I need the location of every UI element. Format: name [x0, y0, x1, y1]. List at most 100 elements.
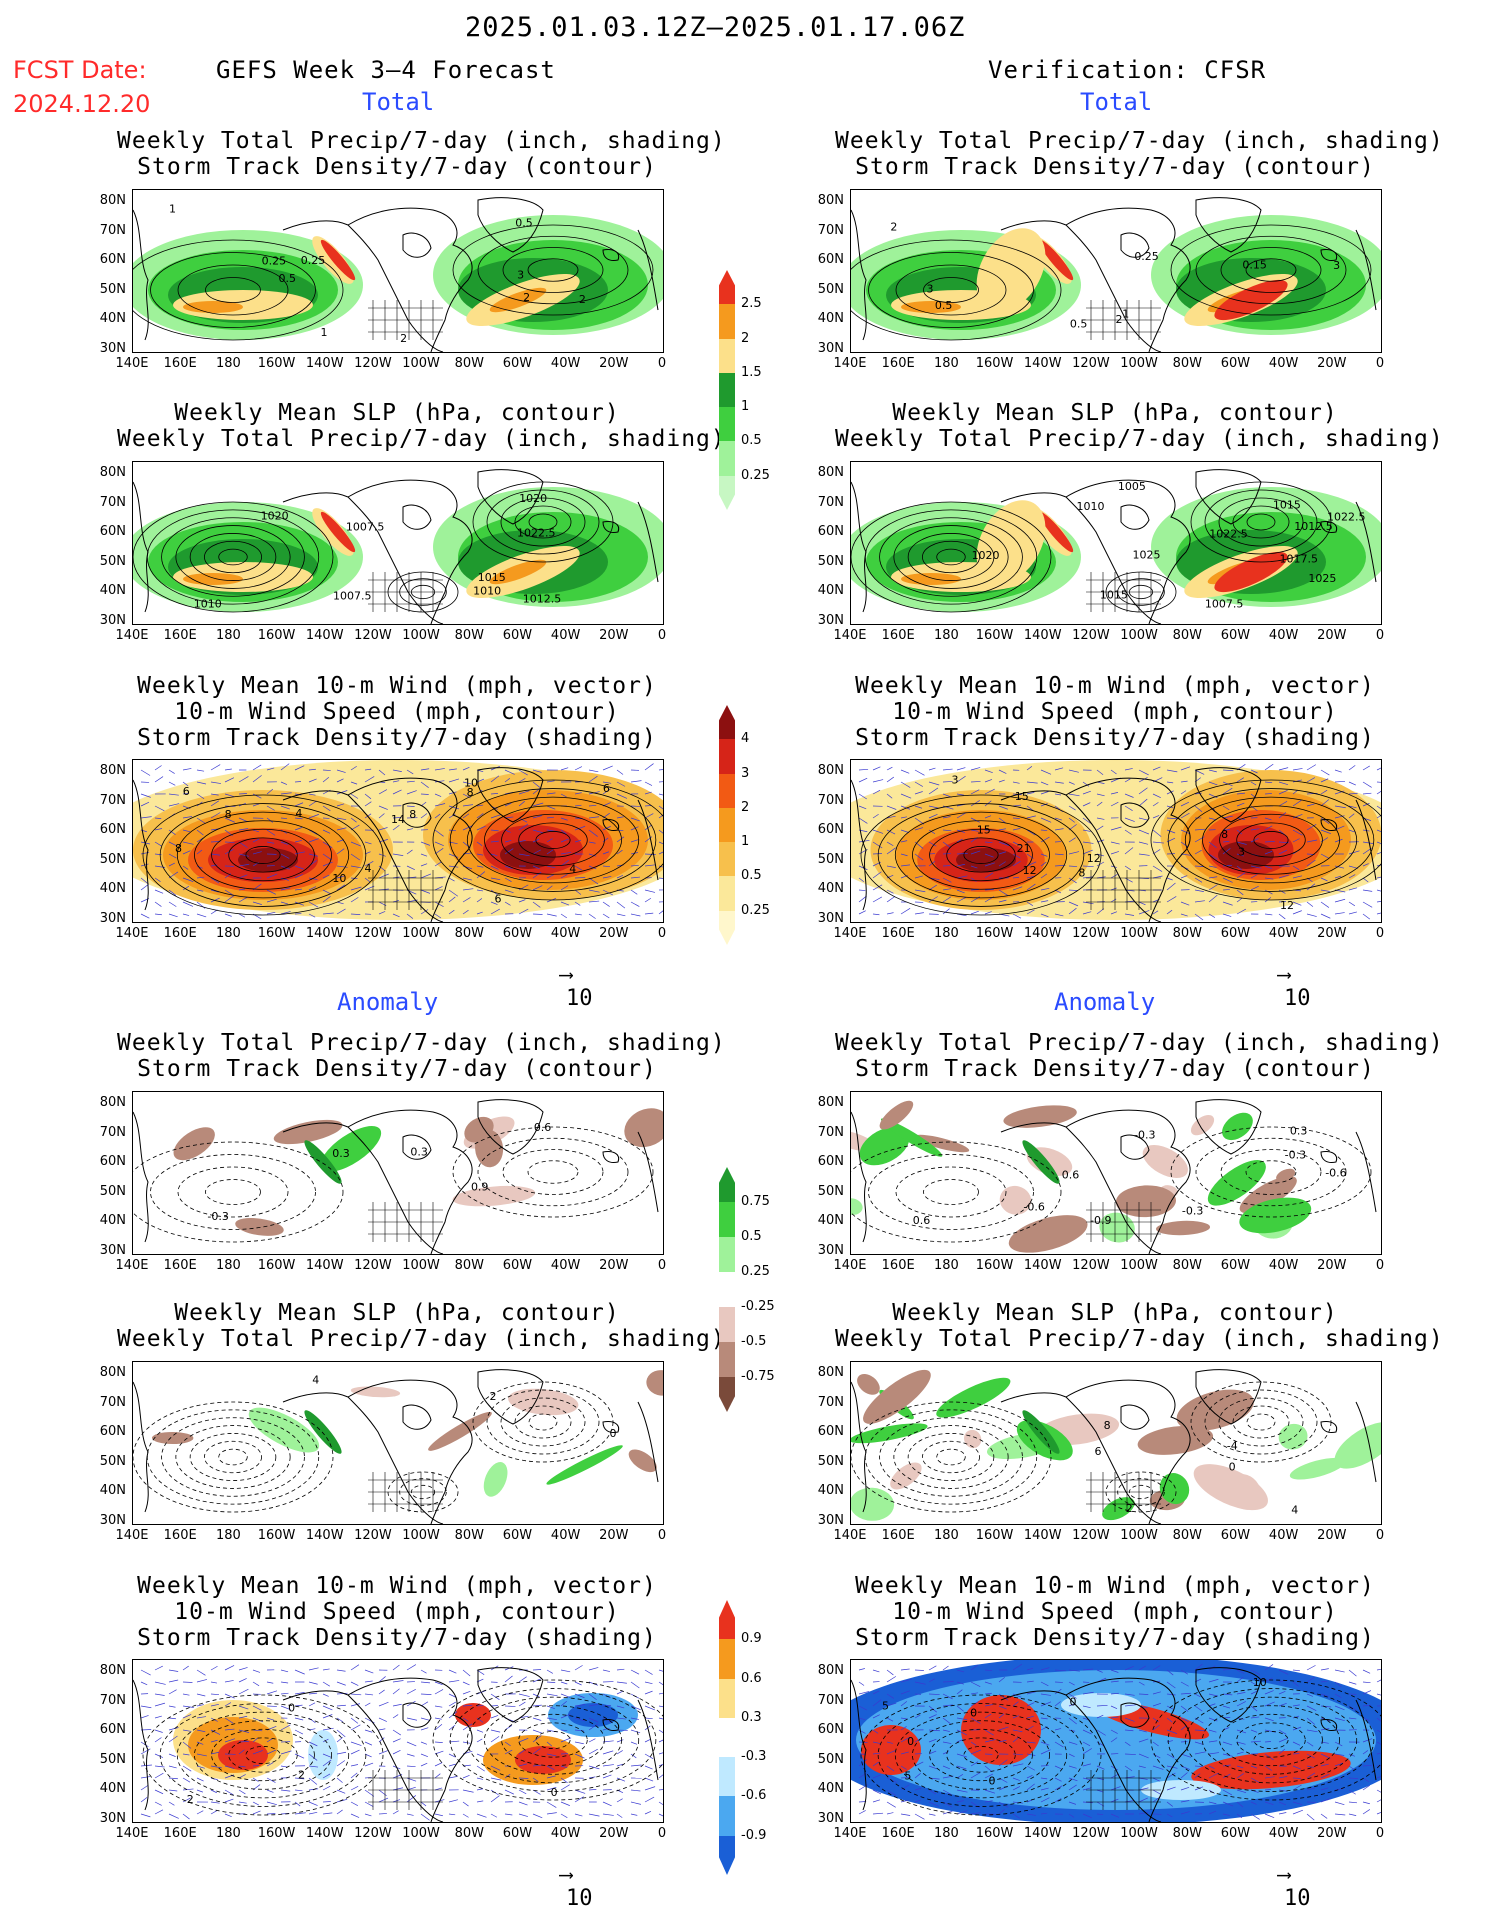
wind-vector: [1068, 1784, 1077, 1791]
wind-vector: [392, 1664, 400, 1671]
colorbar-segment: [719, 1600, 735, 1640]
wind-vector: [1166, 1693, 1176, 1696]
wind-vector: [914, 889, 926, 893]
lon-label: 60W: [1220, 1826, 1251, 1841]
lat-label: 60N: [99, 822, 126, 837]
panel-title-line: Storm Track Density/7-day (contour): [137, 154, 657, 180]
wind-vector: [616, 1750, 623, 1755]
wind-vector: [900, 1726, 907, 1731]
lat-label: 40N: [817, 583, 844, 598]
wind-vector: [1264, 1690, 1274, 1695]
lon-label: 140W: [305, 1258, 344, 1273]
wind-vector: [900, 1799, 909, 1803]
wind-vector: [252, 793, 262, 799]
wind-vector: [956, 863, 966, 867]
contour-line: [484, 805, 622, 875]
contour-line: [204, 540, 262, 574]
wind-vector: [1012, 1736, 1020, 1743]
wind-vector: [658, 1739, 663, 1743]
contour-label: 1015: [478, 571, 506, 584]
wind-vector: [546, 805, 556, 810]
wind-vector: [1194, 1741, 1204, 1745]
wind-vector: [1152, 1702, 1161, 1707]
colorbar-segment: [719, 1237, 735, 1272]
wind-vector: [1306, 913, 1317, 917]
wind-vector: [942, 888, 952, 891]
wind-vector: [858, 1717, 866, 1721]
shading-patch: [880, 1118, 943, 1157]
wind-vector: [1236, 1741, 1246, 1745]
wind-vector: [210, 800, 220, 807]
wind-vector: [1194, 805, 1203, 813]
wind-vector: [1278, 1748, 1286, 1755]
wind-vector: [1180, 913, 1188, 917]
contour-line: [500, 1397, 586, 1447]
wind-vector: [658, 910, 663, 915]
wind-vector: [658, 1752, 663, 1755]
lat-label: 40N: [817, 881, 844, 896]
wind-vector: [210, 764, 221, 771]
wind-vector: [1026, 1783, 1035, 1791]
wind-vector: [434, 886, 443, 891]
colorbar-label: 3: [741, 765, 750, 781]
shading-patch: [1142, 1144, 1188, 1178]
contour-line: [410, 1484, 436, 1500]
lon-label: 40W: [550, 1826, 581, 1841]
wind-vector: [560, 1729, 568, 1732]
wind-vector: [1040, 853, 1048, 857]
wind-vector: [308, 1753, 318, 1761]
contour-label: 4: [1291, 1503, 1298, 1516]
wind-vector: [322, 889, 332, 895]
wind-vector: [1222, 1801, 1234, 1807]
shading-patch: [1099, 1212, 1135, 1243]
vector-reference-label: 10: [1284, 1886, 1311, 1911]
wind-vector: [998, 779, 1005, 783]
wind-vector: [1124, 913, 1135, 916]
lon-label: 60W: [502, 356, 533, 371]
wind-vector: [1012, 853, 1021, 859]
wind-vector: [1026, 1715, 1034, 1719]
contour-label: 4: [312, 1374, 319, 1387]
wind-vector: [280, 1669, 289, 1673]
wind-vector: [658, 1729, 663, 1734]
contour-line: [877, 1703, 1085, 1807]
wind-vector: [266, 1690, 278, 1695]
contour-label: 0.25: [301, 254, 326, 267]
wind-vector: [350, 886, 362, 891]
arrow-icon: ⟶: [1278, 1862, 1291, 1886]
wind-vector: [998, 851, 1007, 855]
wind-vector: [462, 888, 474, 891]
wind-vector: [1110, 801, 1119, 807]
wind-vector: [1166, 769, 1178, 773]
shading-patch: [1156, 1220, 1211, 1236]
lon-label: 160E: [163, 1826, 197, 1841]
wind-vector: [1096, 1714, 1104, 1719]
contour-label: 4: [295, 807, 302, 820]
wind-vector: [1068, 1669, 1080, 1672]
lat-label: 80N: [99, 193, 126, 208]
wind-vector: [928, 1678, 935, 1683]
wind-vector: [196, 1741, 204, 1745]
wind-vector: [182, 865, 189, 870]
wind-vector: [378, 1717, 387, 1722]
wind-vector: [350, 765, 357, 771]
wind-vector: [1362, 1784, 1371, 1791]
lon-label: 120W: [354, 356, 392, 371]
wind-vector: [1320, 817, 1330, 824]
wind-vector: [1166, 896, 1177, 903]
wind-vector: [196, 1693, 206, 1697]
contour-label: -0.3: [1285, 1149, 1306, 1162]
wind-vector: [630, 864, 639, 867]
wind-vector: [1152, 865, 1163, 872]
section-total-forecast: Total: [362, 88, 435, 116]
shading-patch: [308, 1730, 338, 1780]
shading-patch: [428, 1411, 492, 1451]
wind-vector: [914, 1714, 921, 1719]
wind-vector: [602, 1750, 614, 1755]
wind-vector: [308, 814, 319, 819]
wind-vector: [1096, 1789, 1104, 1793]
wind-vector: [378, 1750, 388, 1755]
wind-vector: [476, 1704, 484, 1707]
wind-vector: [1306, 859, 1316, 867]
